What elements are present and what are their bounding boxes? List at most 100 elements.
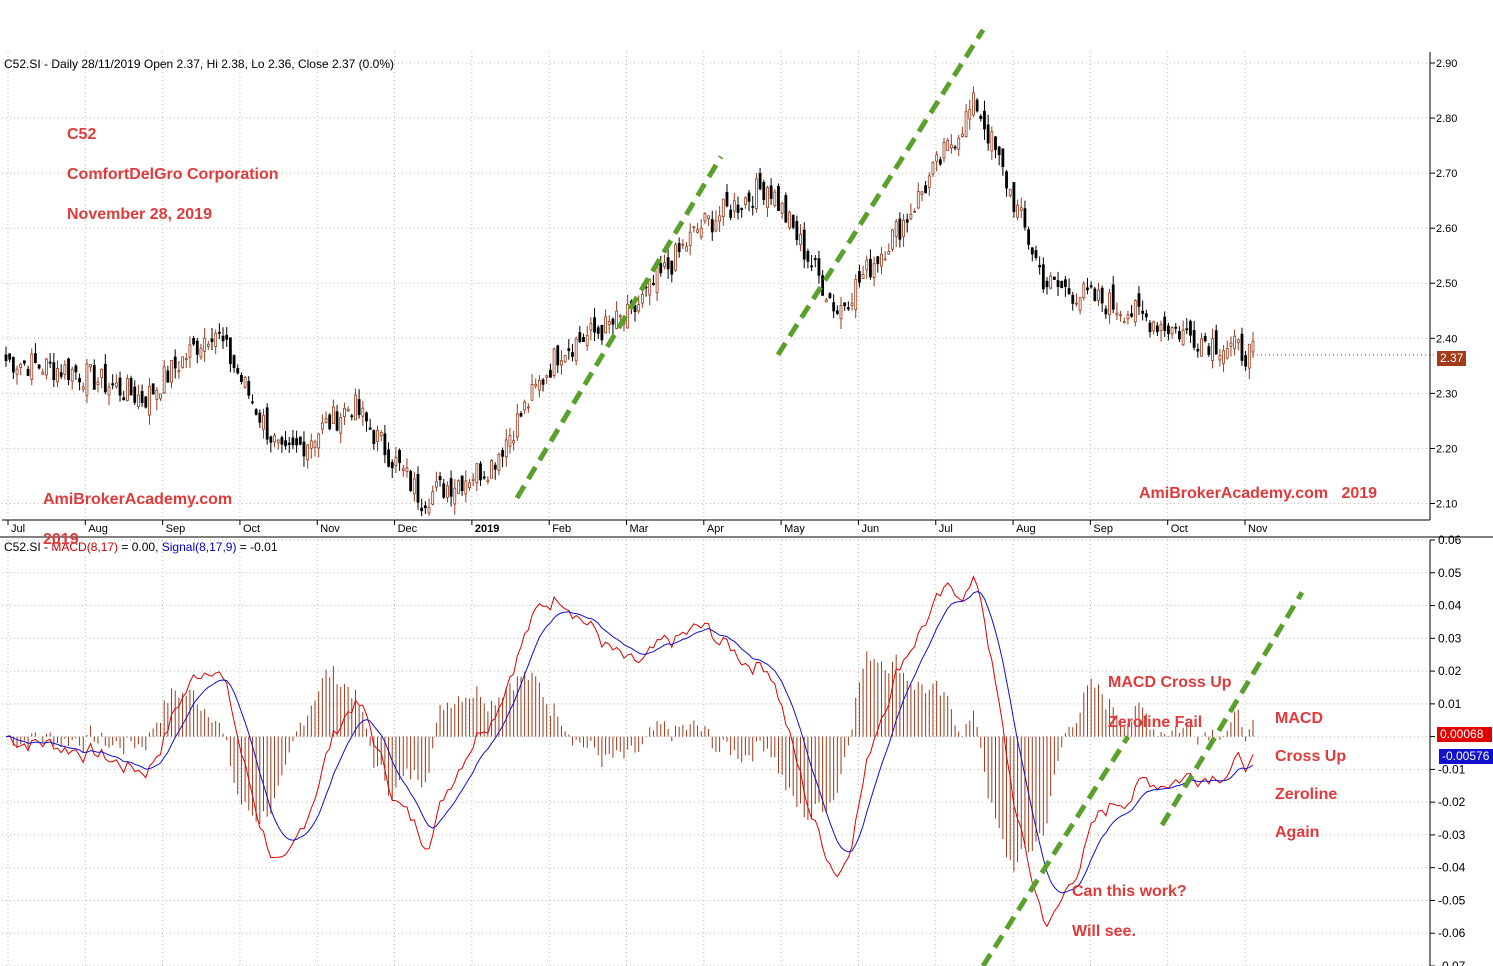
candle-body bbox=[368, 427, 372, 430]
candle-body bbox=[133, 386, 137, 403]
candle-body bbox=[276, 439, 280, 444]
candle-body bbox=[15, 368, 19, 375]
candle-body bbox=[1056, 280, 1060, 287]
candle-body bbox=[52, 362, 56, 380]
candle-body bbox=[464, 480, 468, 495]
candle-body bbox=[677, 243, 681, 253]
x-tick-label: Oct bbox=[1171, 523, 1188, 535]
candle-body bbox=[228, 337, 232, 365]
candle-body bbox=[181, 356, 184, 368]
candle-body bbox=[692, 226, 696, 229]
candle-body bbox=[67, 358, 70, 381]
candle-body bbox=[125, 378, 129, 401]
candle-body bbox=[1240, 333, 1244, 361]
candle-body bbox=[148, 385, 151, 416]
candle-body bbox=[740, 208, 744, 210]
cross-fail-line2: Zeroline Fail bbox=[1108, 714, 1203, 731]
x-tick-label: Jul bbox=[11, 523, 25, 535]
candle-body bbox=[361, 407, 365, 417]
candle-body bbox=[821, 275, 825, 296]
candle-body bbox=[343, 407, 346, 417]
macd-y-tick-label: 0.02 bbox=[1438, 664, 1462, 678]
candle-body bbox=[114, 382, 118, 388]
macd-hist-badge: 0.00068 bbox=[1437, 727, 1492, 742]
candle-body bbox=[611, 318, 615, 325]
price-y-tick-label: 2.90 bbox=[1436, 58, 1457, 70]
candle-body bbox=[552, 348, 556, 376]
candle-body bbox=[1137, 293, 1141, 307]
candle-body bbox=[1005, 171, 1008, 189]
candle-body bbox=[946, 139, 950, 152]
candle-body bbox=[96, 381, 100, 386]
candle-body bbox=[192, 337, 196, 345]
candle-body bbox=[637, 304, 641, 312]
x-tick-label: May bbox=[784, 523, 805, 535]
candle-body bbox=[560, 360, 563, 366]
candle-body bbox=[1214, 330, 1218, 355]
candle-body bbox=[920, 191, 924, 196]
candle-body bbox=[865, 259, 869, 271]
candle-body bbox=[162, 366, 166, 394]
candle-body bbox=[22, 360, 26, 364]
candle-body bbox=[453, 487, 457, 505]
candle-body bbox=[640, 293, 644, 304]
candle-body bbox=[195, 340, 199, 355]
price-y-tick-label: 2.10 bbox=[1436, 498, 1457, 510]
candle-body bbox=[1251, 340, 1255, 353]
candle-body bbox=[1166, 325, 1170, 335]
candle-body bbox=[563, 355, 567, 363]
candle-body bbox=[699, 227, 703, 238]
cross-again-line1: MACD bbox=[1275, 710, 1323, 727]
candle-body bbox=[887, 251, 891, 255]
candle-body bbox=[217, 331, 221, 334]
candle-body bbox=[468, 482, 471, 488]
candle-body bbox=[11, 356, 15, 373]
candle-body bbox=[1016, 204, 1019, 218]
candle-body bbox=[210, 338, 214, 343]
candle-body bbox=[1211, 338, 1214, 362]
candle-body bbox=[972, 92, 975, 116]
macd-y-tick-label: -0.06 bbox=[1438, 926, 1466, 940]
x-tick-label: Jul bbox=[939, 523, 953, 535]
trendline-feb-apr bbox=[514, 155, 724, 500]
candle-body bbox=[284, 440, 287, 447]
candle-body bbox=[1027, 229, 1031, 245]
candle-body bbox=[265, 407, 269, 440]
candle-body bbox=[140, 391, 144, 403]
macd-y-tick-label: 0.05 bbox=[1438, 566, 1462, 580]
candle-body bbox=[869, 258, 872, 278]
candle-body bbox=[1130, 313, 1134, 317]
candle-body bbox=[1247, 343, 1251, 369]
candle-body bbox=[784, 195, 788, 223]
candle-body bbox=[324, 418, 328, 423]
candle-body bbox=[596, 327, 600, 334]
candle-body bbox=[206, 343, 210, 347]
trendline-macd-1 bbox=[980, 735, 1131, 966]
candle-body bbox=[1038, 265, 1042, 268]
candle-body bbox=[574, 338, 578, 362]
candle-body bbox=[729, 209, 733, 218]
candle-body bbox=[313, 441, 317, 449]
x-tick-label: Oct bbox=[243, 523, 260, 535]
candle-body bbox=[434, 481, 438, 488]
candle-body bbox=[850, 302, 854, 306]
candle-body bbox=[589, 323, 593, 331]
candle-body bbox=[486, 479, 490, 482]
candle-body bbox=[843, 302, 847, 306]
candle-body bbox=[824, 299, 828, 303]
candle-body bbox=[714, 220, 718, 232]
candle-body bbox=[269, 436, 273, 443]
candle-body bbox=[747, 192, 751, 202]
candle-body bbox=[280, 437, 284, 445]
x-tick-label: Sep bbox=[1093, 523, 1113, 535]
x-tick-label: Mar bbox=[630, 523, 649, 535]
candle-body bbox=[953, 146, 957, 149]
candle-body bbox=[1163, 316, 1167, 331]
candle-body bbox=[203, 337, 207, 352]
candle-body bbox=[1052, 276, 1056, 280]
candle-body bbox=[512, 440, 516, 444]
candle-body bbox=[1200, 338, 1203, 357]
candle-body bbox=[240, 374, 243, 383]
candle-body bbox=[1067, 288, 1071, 295]
candle-body bbox=[1075, 302, 1078, 305]
